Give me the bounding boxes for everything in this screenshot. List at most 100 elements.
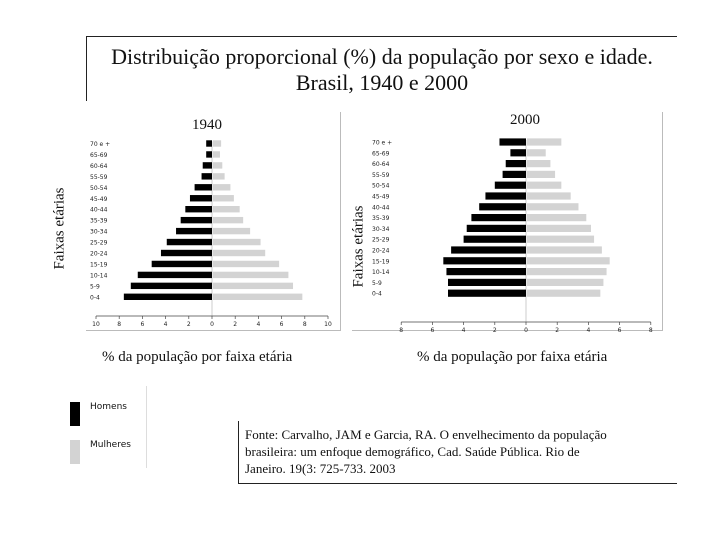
y-tick-label: 50-54 xyxy=(90,185,108,192)
y-tick-label: 50-54 xyxy=(372,183,390,190)
y-tick-label: 5-9 xyxy=(372,280,382,287)
bar-women xyxy=(213,260,280,268)
x-tick-label: 2 xyxy=(493,327,497,334)
y-tick-label: 25-29 xyxy=(372,237,390,244)
bar-men xyxy=(166,238,212,246)
x-tick-label: 4 xyxy=(164,321,168,328)
bar-women xyxy=(527,257,610,265)
bar-women xyxy=(213,162,223,169)
x-tick-label: 0 xyxy=(524,327,528,334)
bar-men xyxy=(466,224,526,232)
bar-men xyxy=(471,214,526,222)
bar-men xyxy=(160,249,212,257)
y-tick-label: 30-34 xyxy=(90,229,108,236)
legend-swatch-men xyxy=(70,402,80,426)
bar-women xyxy=(527,246,602,254)
y-tick-label: 15-19 xyxy=(90,261,108,268)
bar-women xyxy=(527,138,562,146)
y-tick-label: 0-4 xyxy=(90,294,100,301)
bar-women xyxy=(527,181,562,189)
bar-men xyxy=(137,271,212,279)
y-tick-label: 40-44 xyxy=(372,204,390,211)
source-line-1: Fonte: Carvalho, JAM e Garcia, RA. O env… xyxy=(245,427,607,442)
x-axis-label-2000: % da população por faixa etária xyxy=(417,349,608,365)
x-tick-label: 2 xyxy=(187,321,191,328)
legend-label-men: Homens xyxy=(90,402,127,412)
y-tick-label: 20-24 xyxy=(90,251,108,258)
chart-title-1940: 1940 xyxy=(192,117,222,133)
source-box: Fonte: Carvalho, JAM e Garcia, RA. O env… xyxy=(238,421,677,484)
x-tick-label: 6 xyxy=(280,321,284,328)
bar-women xyxy=(527,160,551,168)
bar-men xyxy=(502,170,526,178)
y-tick-label: 70 e + xyxy=(372,140,392,147)
x-tick-label: 8 xyxy=(399,327,403,334)
legend-swatch-women xyxy=(70,440,80,464)
bar-women xyxy=(527,192,571,200)
x-tick-label: 4 xyxy=(586,327,590,334)
bar-women xyxy=(527,214,587,222)
bar-women xyxy=(213,238,261,246)
x-tick-label: 4 xyxy=(462,327,466,334)
chart-title-2000: 2000 xyxy=(510,112,540,128)
y-tick-label: 30-34 xyxy=(372,226,390,233)
x-tick-label: 8 xyxy=(117,321,121,328)
y-tick-label: 60-64 xyxy=(90,163,108,170)
bar-men xyxy=(485,192,526,200)
x-tick-label: 0 xyxy=(210,321,214,328)
bar-women xyxy=(213,195,234,202)
y-tick-label: 70 e + xyxy=(90,141,110,148)
y-tick-label: 40-44 xyxy=(90,207,108,214)
source-line-3: Janeiro. 19(3: 725-733. 2003 xyxy=(245,461,396,476)
bar-women xyxy=(213,206,240,213)
y-tick-label: 5-9 xyxy=(90,283,100,290)
bar-men xyxy=(206,140,212,147)
bar-men xyxy=(202,162,212,169)
bar-women xyxy=(213,293,303,300)
x-tick-label: 4 xyxy=(256,321,260,328)
y-tick-label: 0-4 xyxy=(372,291,382,298)
x-tick-label: 10 xyxy=(324,321,332,328)
bar-men xyxy=(151,260,212,268)
legend: Homens Mulheres xyxy=(64,386,147,468)
y-tick-label: 55-59 xyxy=(372,172,390,179)
bar-men xyxy=(451,246,526,254)
y-tick-label: 55-59 xyxy=(90,174,108,181)
x-tick-label: 6 xyxy=(618,327,622,334)
x-tick-label: 2 xyxy=(233,321,237,328)
bar-men xyxy=(130,282,212,290)
x-tick-label: 6 xyxy=(140,321,144,328)
bar-men xyxy=(176,227,212,235)
page-subtitle: Brasil, 1940 e 2000 xyxy=(295,70,469,95)
bar-men xyxy=(180,216,212,224)
bar-women xyxy=(527,268,607,276)
bar-women xyxy=(527,289,601,297)
y-tick-label: 65-69 xyxy=(372,150,390,157)
bar-men xyxy=(443,257,526,265)
source-line-2: brasileira: um enfoque demográfico, Cad.… xyxy=(245,444,580,459)
bar-women xyxy=(527,224,591,232)
page-title: Distribuição proporcional (%) da populaç… xyxy=(111,44,653,69)
x-tick-label: 6 xyxy=(430,327,434,334)
y-tick-label: 25-29 xyxy=(90,240,108,247)
bar-women xyxy=(527,170,556,178)
y-tick-label: 45-49 xyxy=(90,196,108,203)
bar-men xyxy=(194,184,212,191)
bar-men xyxy=(510,149,526,157)
bar-men xyxy=(123,293,212,300)
bar-men xyxy=(185,206,212,213)
bar-women xyxy=(213,173,225,180)
y-tick-label: 45-49 xyxy=(372,194,390,201)
x-tick-label: 8 xyxy=(303,321,307,328)
y-tick-label: 35-39 xyxy=(372,215,390,222)
x-tick-label: 10 xyxy=(92,321,100,328)
bar-men xyxy=(189,195,212,202)
y-tick-label: 35-39 xyxy=(90,218,108,225)
legend-label-women: Mulheres xyxy=(90,440,131,450)
bar-men xyxy=(505,160,526,168)
title-box: Distribuição proporcional (%) da populaç… xyxy=(86,36,677,101)
bar-men xyxy=(448,278,526,286)
y-tick-label: 15-19 xyxy=(372,258,390,265)
y-tick-label: 60-64 xyxy=(372,161,390,168)
